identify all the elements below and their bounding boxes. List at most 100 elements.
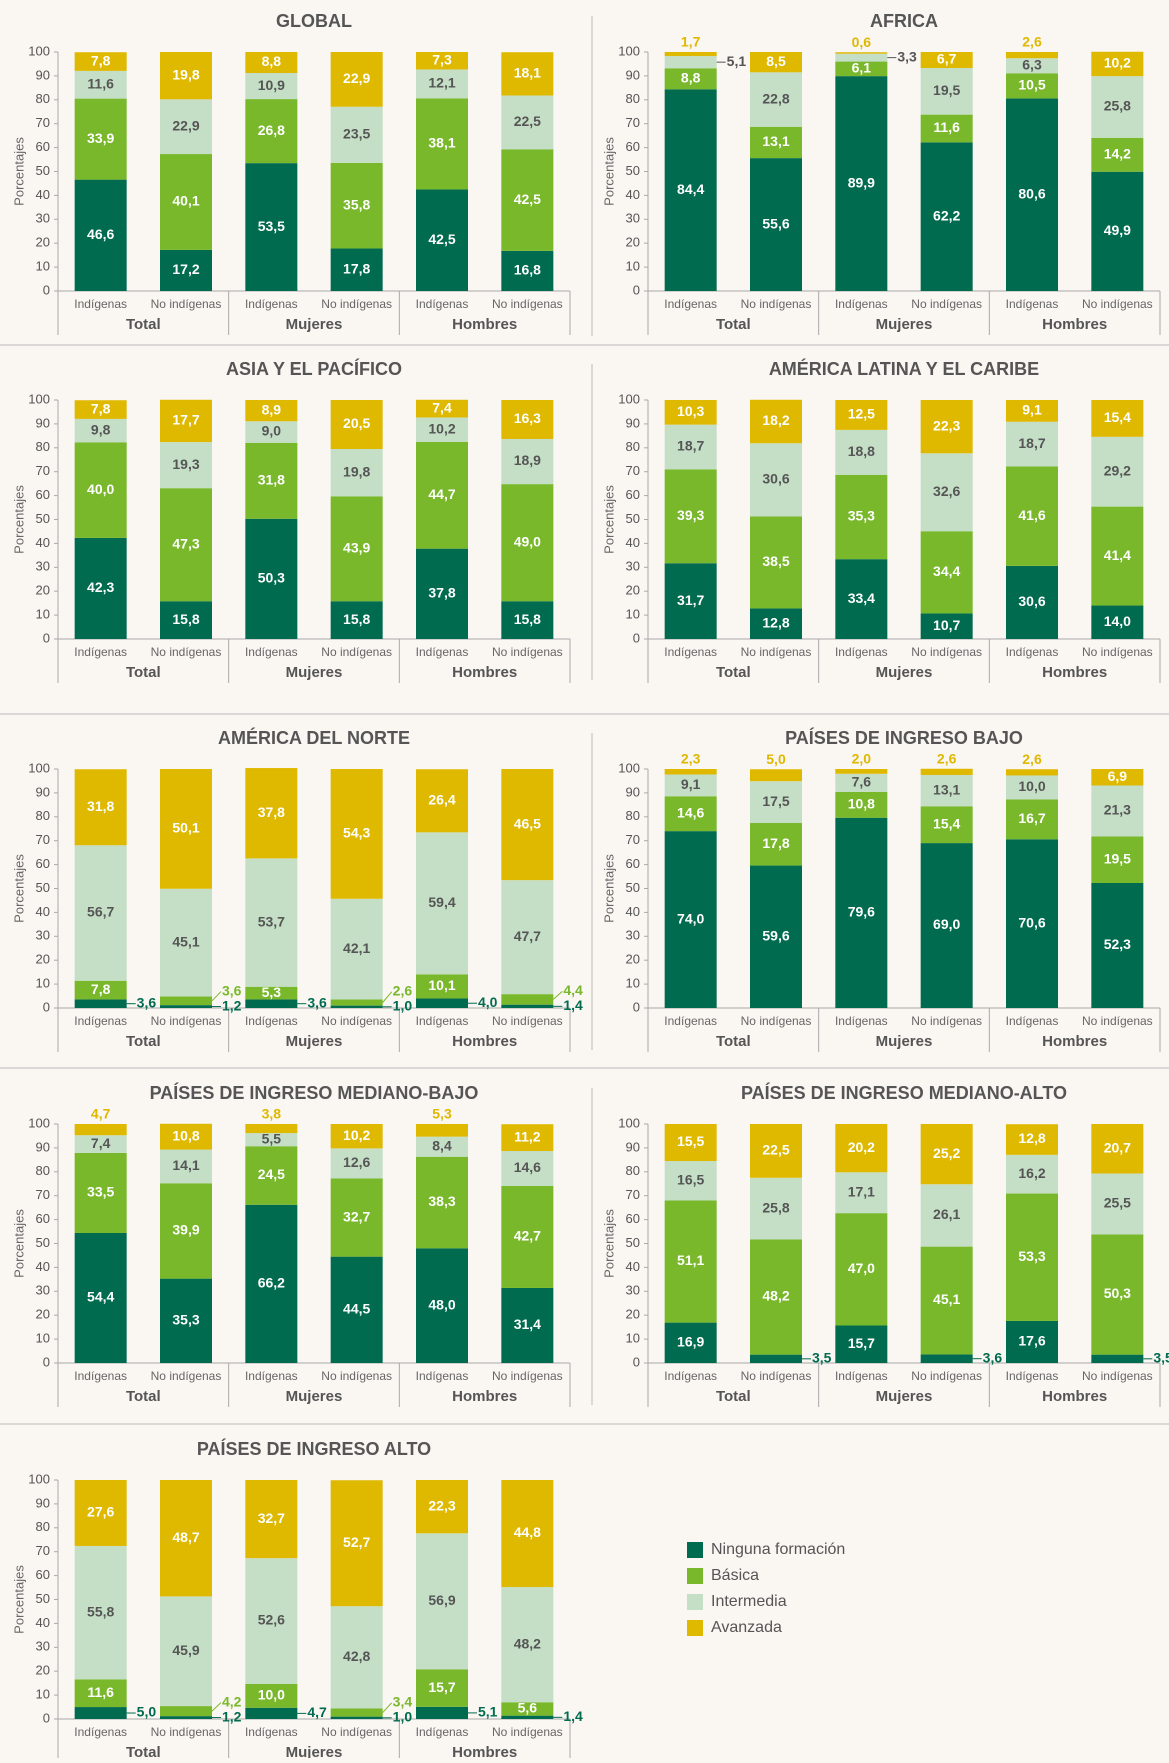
bar-segment (245, 1133, 298, 1147)
value-label: 22,9 (172, 117, 199, 133)
value-label: 50,1 (172, 820, 199, 836)
bar-segment (1091, 171, 1144, 291)
bar-segment (74, 1152, 127, 1233)
chart-panel: PAÍSES DE INGRESO MEDIANO-BAJO Porcentaje… (11, 1082, 571, 1407)
value-label: 50,3 (1104, 1285, 1131, 1301)
value-label: 1,4 (563, 1708, 583, 1724)
bar-segment (750, 399, 802, 444)
y-tick-label: 30 (626, 211, 640, 226)
y-tick-label: 0 (633, 282, 640, 297)
y-tick-label: 90 (626, 1139, 640, 1154)
bar-segment (664, 424, 717, 470)
value-label: 38,1 (428, 135, 455, 151)
x-tick-label: Indígenas (74, 1725, 127, 1739)
x-tick-label: No indígenas (911, 1369, 982, 1383)
bar-segment (74, 1232, 127, 1363)
value-label: 19,3 (172, 456, 199, 472)
bar-segment (74, 70, 127, 99)
y-tick-label: 100 (618, 391, 640, 406)
y-tick-label: 40 (36, 1259, 50, 1274)
y-tick-label: 10 (626, 1331, 640, 1346)
chart-panel: PAÍSES DE INGRESO MEDIANO-ALTO Porcentaje… (601, 1082, 1169, 1407)
bar-segment (835, 53, 888, 62)
value-label: 37,8 (428, 585, 455, 601)
bar-segment (416, 417, 468, 442)
value-label: 18,9 (514, 452, 541, 468)
y-tick-label: 80 (626, 1163, 640, 1178)
bar-segment (1091, 605, 1144, 639)
legend-swatch (687, 1620, 703, 1636)
value-label: 10,2 (428, 420, 455, 436)
value-label: 45,9 (172, 1642, 199, 1658)
leader-line (382, 991, 393, 1003)
y-tick-label: 0 (43, 1710, 50, 1725)
bar-segment (245, 999, 298, 1008)
group-label: Total (716, 1033, 751, 1050)
value-label: 42,8 (343, 1648, 370, 1664)
value-label: 46,5 (514, 815, 541, 831)
value-label: 4,7 (307, 1704, 327, 1720)
y-tick-label: 20 (626, 235, 640, 250)
bar-segment (920, 1184, 973, 1247)
y-tick-label: 90 (36, 784, 50, 799)
bar-segment (160, 1183, 212, 1279)
bar-segment (750, 158, 802, 291)
value-label: 3,4 (393, 1694, 413, 1710)
y-axis-label: Porcentajes (601, 854, 616, 923)
bar-segment (74, 1679, 127, 1708)
value-label: 10,7 (933, 617, 960, 633)
y-tick-label: 60 (36, 487, 50, 502)
y-tick-label: 50 (626, 163, 640, 178)
value-label: 11,6 (87, 1684, 114, 1700)
bar-segment (416, 69, 468, 99)
value-label: 55,6 (762, 215, 789, 231)
value-label: 4,7 (91, 1106, 111, 1122)
bar-segment (416, 1136, 468, 1157)
legend-label: Intermedia (711, 1593, 787, 1610)
value-label: 66,2 (258, 1275, 285, 1291)
bar-segment (74, 1545, 127, 1680)
bar-segment (1006, 98, 1058, 291)
bar-segment (74, 179, 127, 291)
bar-segment (920, 531, 973, 614)
y-tick-label: 50 (36, 511, 50, 526)
bar-segment (920, 114, 973, 143)
bar-segment (416, 769, 468, 833)
group-label: Total (126, 1744, 161, 1758)
bar-segment (245, 986, 298, 1000)
value-label: 2,6 (937, 750, 957, 766)
group-label: Hombres (452, 664, 517, 681)
value-label: 3,5 (1153, 1350, 1169, 1366)
value-label: 16,5 (677, 1171, 704, 1187)
group-label: Mujeres (876, 664, 933, 681)
y-tick-label: 80 (626, 91, 640, 106)
bar-segment (920, 806, 973, 844)
group-label: Total (126, 1033, 161, 1050)
y-tick-label: 30 (626, 559, 640, 574)
bar-segment (245, 1707, 298, 1719)
bar-segment (750, 781, 802, 824)
value-label: 45,1 (933, 1291, 960, 1307)
group-label: Total (716, 1388, 751, 1405)
group-label: Mujeres (876, 1033, 933, 1050)
y-tick-label: 30 (36, 559, 50, 574)
value-label: 15,7 (428, 1679, 455, 1695)
x-tick-label: Indígenas (245, 1369, 298, 1383)
value-label: 10,2 (1104, 55, 1131, 71)
value-label: 10,3 (677, 403, 704, 419)
bar-segment (330, 162, 383, 249)
x-tick-label: Indígenas (1006, 1369, 1059, 1383)
value-label: 32,7 (258, 1510, 285, 1526)
bar-segment (416, 548, 468, 639)
value-label: 26,4 (428, 791, 455, 807)
y-tick-label: 50 (36, 1235, 50, 1250)
bar-segment (501, 484, 554, 602)
value-label: 19,5 (1104, 850, 1131, 866)
bar-segment (920, 142, 973, 291)
value-label: 6,3 (1022, 56, 1042, 72)
bar-segment (501, 149, 554, 251)
value-label: 53,5 (258, 218, 285, 234)
bar-segment (160, 1278, 212, 1363)
bar-segment (245, 1146, 298, 1205)
value-label: 27,6 (87, 1504, 114, 1520)
